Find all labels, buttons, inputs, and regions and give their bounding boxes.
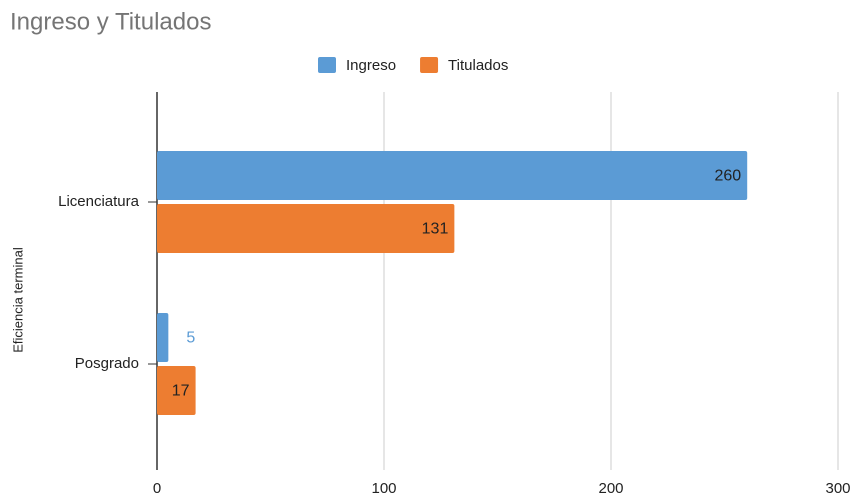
value-label: 131 (422, 221, 449, 238)
legend-swatch (420, 57, 439, 73)
bar (157, 151, 748, 200)
y-axis-title: Eficiencia terminal (10, 247, 25, 353)
value-label: 17 (172, 383, 190, 400)
bar (157, 366, 196, 415)
bar (157, 204, 455, 253)
legend-swatch (318, 57, 336, 73)
chart-title: Ingreso y Titulados (10, 8, 211, 35)
value-label: 5 (186, 330, 195, 347)
x-tick-label: 300 (825, 480, 850, 496)
legend-label: Ingreso (346, 57, 396, 74)
y-tick-label: Licenciatura (58, 193, 140, 210)
x-tick-label: 200 (598, 480, 623, 496)
y-tick-label: Posgrado (75, 355, 139, 372)
legend-label: Titulados (448, 57, 508, 74)
x-tick-label: 100 (371, 480, 396, 496)
bar (157, 313, 169, 362)
x-tick-label: 0 (153, 480, 161, 496)
value-label: 260 (714, 168, 741, 185)
